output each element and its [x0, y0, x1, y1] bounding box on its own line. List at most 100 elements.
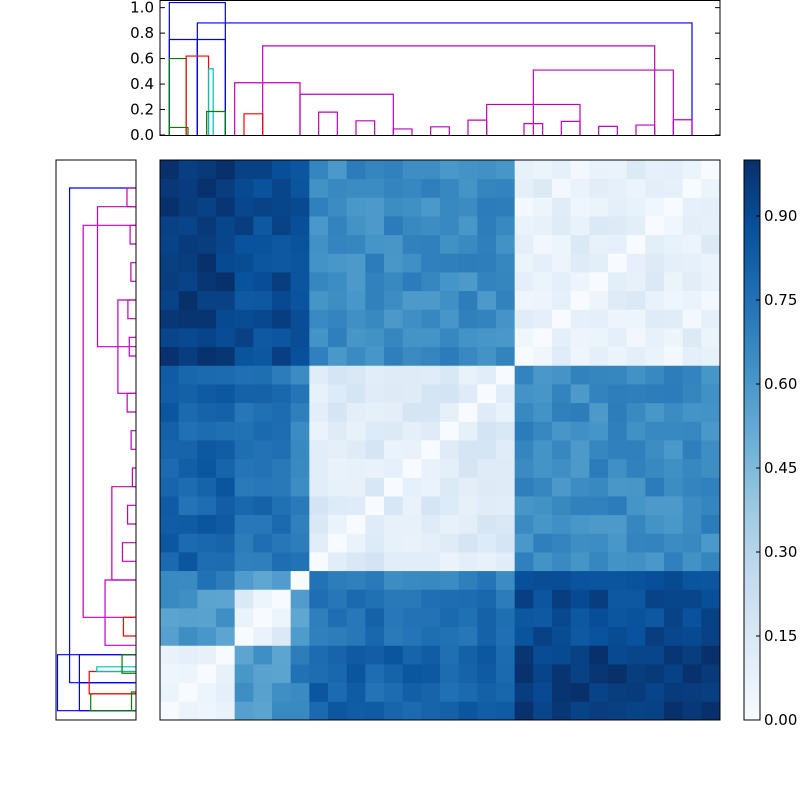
- heatmap-cell: [514, 178, 534, 198]
- heatmap-cell: [365, 533, 385, 553]
- colorbar-tick-label: 0.75: [764, 291, 797, 309]
- heatmap-cell: [272, 664, 292, 684]
- heatmap-cell: [440, 272, 460, 292]
- heatmap-cell: [533, 477, 553, 497]
- heatmap-cell: [309, 458, 329, 478]
- heatmap-cell: [290, 645, 310, 665]
- heatmap-cell: [552, 477, 572, 497]
- dendrogram-leaf-link: [127, 299, 136, 320]
- dendrogram-leaf-link: [130, 691, 136, 712]
- heatmap-cell: [682, 496, 702, 516]
- heatmap-cell: [477, 178, 497, 198]
- heatmap-cell: [328, 440, 348, 460]
- heatmap-cell: [440, 458, 460, 478]
- heatmap-cell: [216, 477, 236, 497]
- heatmap-frame: [159, 159, 721, 721]
- heatmap-cell: [664, 160, 684, 180]
- heatmap-cell: [402, 402, 422, 422]
- heatmap-cell: [253, 402, 273, 422]
- heatmap-cell: [589, 421, 609, 441]
- heatmap-cell: [421, 496, 441, 516]
- heatmap-cell: [589, 458, 609, 478]
- heatmap-cell: [216, 216, 236, 236]
- dendrogram-leaf-link: [560, 120, 581, 135]
- heatmap-cell: [402, 197, 422, 217]
- heatmap-cell: [664, 608, 684, 628]
- heatmap-cell: [664, 234, 684, 254]
- heatmap-cell: [272, 253, 292, 273]
- heatmap-cell: [253, 234, 273, 254]
- heatmap-cell: [328, 290, 348, 310]
- heatmap-cell: [533, 402, 553, 422]
- heatmap-cell: [402, 160, 422, 180]
- heatmap-cell: [570, 421, 590, 441]
- heatmap-cell: [309, 365, 329, 385]
- heatmap-cell: [384, 645, 404, 665]
- heatmap-cell: [197, 682, 217, 702]
- heatmap-cell: [272, 160, 292, 180]
- heatmap-cell: [552, 197, 572, 217]
- heatmap-cell: [570, 533, 590, 553]
- heatmap-cell: [290, 533, 310, 553]
- heatmap-cell: [290, 365, 310, 385]
- heatmap-cell: [664, 384, 684, 404]
- heatmap-cell: [234, 533, 254, 553]
- heatmap-cell: [160, 440, 180, 460]
- heatmap-cell: [234, 496, 254, 516]
- heatmap-cell: [645, 178, 665, 198]
- heatmap-cell: [402, 216, 422, 236]
- heatmap-cell: [440, 365, 460, 385]
- heatmap-cell: [589, 272, 609, 292]
- heatmap-cell: [384, 458, 404, 478]
- heatmap-cell: [533, 608, 553, 628]
- heatmap-cell: [589, 160, 609, 180]
- heatmap-cell: [664, 570, 684, 590]
- heatmap-cell: [346, 533, 366, 553]
- heatmap-cell: [533, 365, 553, 385]
- heatmap-cell: [701, 608, 721, 628]
- heatmap-cell: [290, 496, 310, 516]
- heatmap-cell: [197, 178, 217, 198]
- heatmap-cell: [626, 496, 646, 516]
- heatmap-cell: [178, 160, 198, 180]
- heatmap-cell: [458, 272, 478, 292]
- heatmap-cell: [421, 664, 441, 684]
- heatmap-cell: [346, 346, 366, 366]
- heatmap-cell: [608, 346, 628, 366]
- heatmap-cell: [645, 514, 665, 534]
- heatmap-cell: [440, 328, 460, 348]
- heatmap-cell: [477, 477, 497, 497]
- heatmap-cell: [552, 608, 572, 628]
- heatmap-cell: [328, 458, 348, 478]
- heatmap-cell: [477, 309, 497, 329]
- heatmap-cell: [421, 253, 441, 273]
- heatmap-cell: [346, 290, 366, 310]
- heatmap-cell: [234, 701, 254, 721]
- heatmap-cell: [477, 701, 497, 721]
- heatmap-cell: [253, 272, 273, 292]
- heatmap-cell: [664, 533, 684, 553]
- heatmap-cell: [477, 272, 497, 292]
- heatmap-cell: [589, 440, 609, 460]
- dendrogram-link: [196, 38, 226, 135]
- heatmap-cell: [589, 365, 609, 385]
- heatmap-cell: [496, 290, 516, 310]
- heatmap-cell: [234, 234, 254, 254]
- heatmap-cell: [346, 421, 366, 441]
- heatmap-cell: [365, 664, 385, 684]
- heatmap-cell: [608, 309, 628, 329]
- heatmap-cell: [290, 402, 310, 422]
- heatmap-cell: [197, 458, 217, 478]
- dendrogram-leaf-link: [126, 504, 136, 525]
- heatmap-cell: [533, 626, 553, 646]
- heatmap-cell: [328, 197, 348, 217]
- heatmap-cell: [160, 664, 180, 684]
- heatmap-cell: [309, 626, 329, 646]
- heatmap-cell: [290, 384, 310, 404]
- heatmap-cell: [570, 589, 590, 609]
- heatmap-cell: [552, 626, 572, 646]
- heatmap-cell: [570, 290, 590, 310]
- heatmap-cell: [682, 701, 702, 721]
- heatmap-cell: [160, 309, 180, 329]
- heatmap-cell: [440, 253, 460, 273]
